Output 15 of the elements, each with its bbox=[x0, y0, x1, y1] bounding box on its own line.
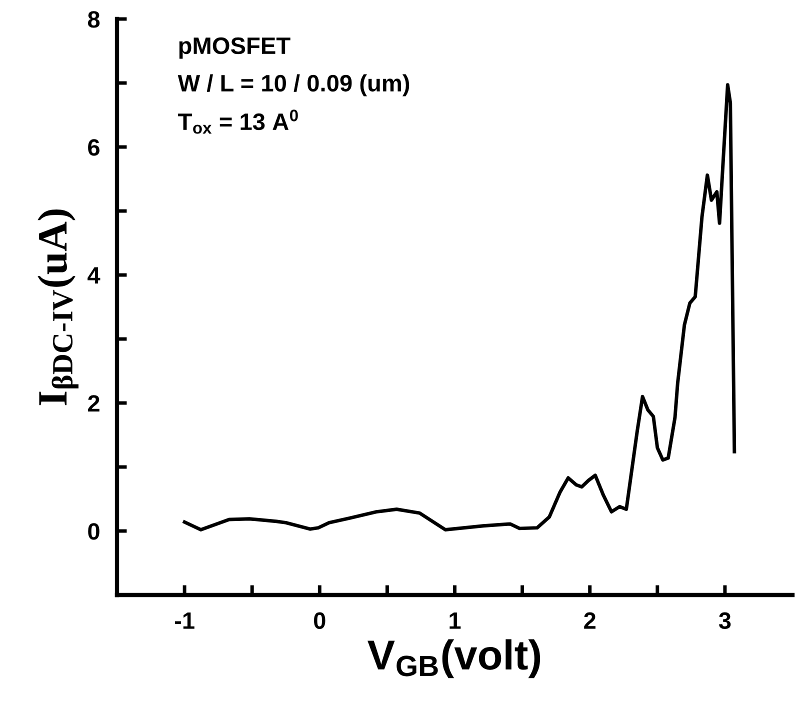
y-tick-label: 4 bbox=[88, 267, 100, 284]
y-tick-label: 6 bbox=[88, 139, 100, 156]
x-tick-label: -1 bbox=[174, 612, 194, 629]
x-tick-label: 3 bbox=[718, 612, 731, 630]
annotation: T$_{ox}$ = 13 A$^{0}$ bbox=[178, 110, 298, 134]
y-tick-label: 8 bbox=[88, 11, 100, 28]
y-tick-label: 2 bbox=[88, 395, 100, 412]
x-tick-label: 1 bbox=[450, 612, 461, 629]
y-tick-label: 0 bbox=[88, 523, 100, 540]
annotation: W / L = 10 / 0.09 (um) bbox=[178, 74, 410, 96]
y-axis-title: I$_{βDC-IV}$(uA) bbox=[38, 209, 78, 406]
annotation: pMOSFET bbox=[179, 37, 290, 59]
x-axis-title: V$_{GB}$(volt) bbox=[368, 639, 540, 678]
x-tick-label: 2 bbox=[584, 612, 596, 629]
x-tick-label: 0 bbox=[314, 612, 326, 630]
